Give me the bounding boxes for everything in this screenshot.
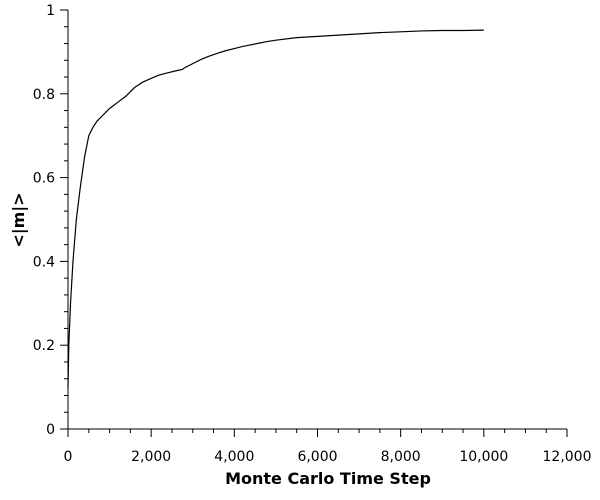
x-tick-label: 12,000: [543, 449, 592, 465]
x-tick-label: 4,000: [214, 449, 254, 465]
y-axis: 0 0.2 0.4 0.6 0.8 1: [33, 3, 69, 438]
y-tick-label: 0.4: [33, 254, 55, 270]
y-tick-label: 0.2: [33, 338, 55, 354]
series-line: [67, 29, 484, 388]
x-tick-label: 8,000: [381, 449, 421, 465]
x-tick-label: 10,000: [459, 449, 508, 465]
x-tick-label: 2,000: [131, 449, 171, 465]
x-tick-label: 6,000: [297, 449, 337, 465]
y-tick-label: 0.6: [33, 171, 55, 187]
y-tick-label: 0: [46, 422, 55, 438]
y-axis-title: <|m|>: [9, 192, 29, 247]
y-tick-label: 1: [46, 3, 55, 19]
series-group: [67, 29, 484, 388]
y-tick-label: 0.8: [33, 87, 55, 103]
x-axis-title: Monte Carlo Time Step: [225, 469, 431, 488]
x-axis: 0 2,000 4,000 6,000 8,000 10,000 12,000: [64, 428, 592, 465]
x-tick-label: 0: [64, 449, 73, 465]
